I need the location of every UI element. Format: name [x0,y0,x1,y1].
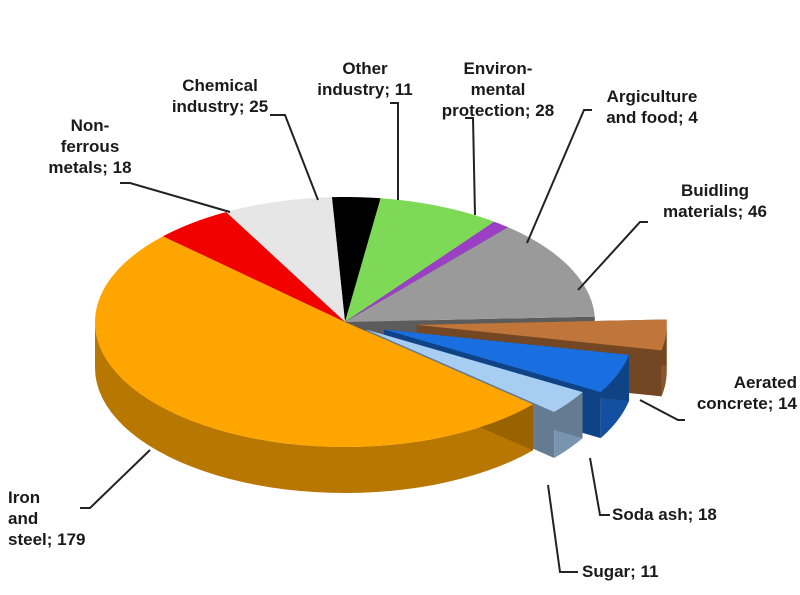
leader-line [120,182,231,213]
slice-label: Other industry; 11 [317,59,413,99]
slice-top [331,197,381,322]
slice-label: Chemical industry; 25 [171,76,269,116]
slice-top [416,319,667,351]
slice-label: Environ- mental protection; 28 [441,59,555,120]
slices [95,197,667,493]
slice-label: Soda ash; 18 [612,505,717,524]
slice-top [384,329,630,393]
slice-label: Argiculture and food; 4 [606,87,698,127]
leader-line [577,221,648,291]
slice-wall [95,322,533,493]
slice-top [345,221,509,322]
slice-top [366,329,583,412]
slice-top [95,236,533,447]
pie-slice [95,236,533,493]
slice-top [162,212,345,322]
slice-label: Non- ferrous metals; 18 [48,116,132,177]
slice-label: Iron and steel; 179 [8,488,86,549]
slice-top [345,198,495,322]
slice-label: Aerated concrete; 14 [696,373,797,413]
slice-top [345,227,595,322]
leader-line [390,102,399,200]
leader-line [589,457,610,516]
leader-line [639,399,685,421]
leader-line [270,114,319,201]
leader-line [465,117,476,216]
leader-line [80,449,151,509]
slice-label: Buidling materials; 46 [663,181,767,221]
slice-top [226,197,345,322]
slice-label: Sugar; 11 [582,562,659,581]
leader-line [526,109,592,244]
leader-line [547,484,578,573]
